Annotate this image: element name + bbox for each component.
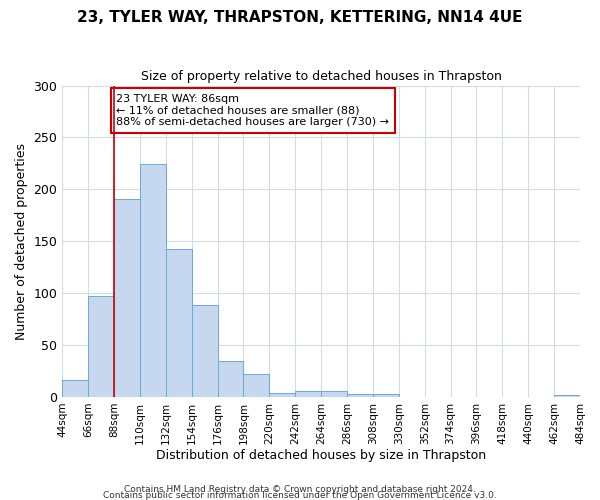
Bar — [554, 395, 580, 397]
Bar — [218, 360, 244, 397]
Text: 23 TYLER WAY: 86sqm
← 11% of detached houses are smaller (88)
88% of semi-detach: 23 TYLER WAY: 86sqm ← 11% of detached ho… — [116, 94, 389, 127]
Bar — [114, 198, 140, 397]
Bar — [269, 393, 295, 397]
Bar — [166, 248, 192, 397]
Bar — [295, 390, 321, 397]
Bar — [373, 394, 399, 397]
Text: Contains public sector information licensed under the Open Government Licence v3: Contains public sector information licen… — [103, 491, 497, 500]
Bar — [347, 394, 373, 397]
Bar — [244, 374, 269, 397]
Bar — [192, 304, 218, 397]
Bar — [88, 296, 114, 397]
Text: 23, TYLER WAY, THRAPSTON, KETTERING, NN14 4UE: 23, TYLER WAY, THRAPSTON, KETTERING, NN1… — [77, 10, 523, 25]
Text: Contains HM Land Registry data © Crown copyright and database right 2024.: Contains HM Land Registry data © Crown c… — [124, 485, 476, 494]
Y-axis label: Number of detached properties: Number of detached properties — [15, 143, 28, 340]
Bar — [321, 390, 347, 397]
X-axis label: Distribution of detached houses by size in Thrapston: Distribution of detached houses by size … — [156, 450, 486, 462]
Bar — [140, 164, 166, 397]
Bar — [62, 380, 88, 397]
Title: Size of property relative to detached houses in Thrapston: Size of property relative to detached ho… — [141, 70, 502, 83]
